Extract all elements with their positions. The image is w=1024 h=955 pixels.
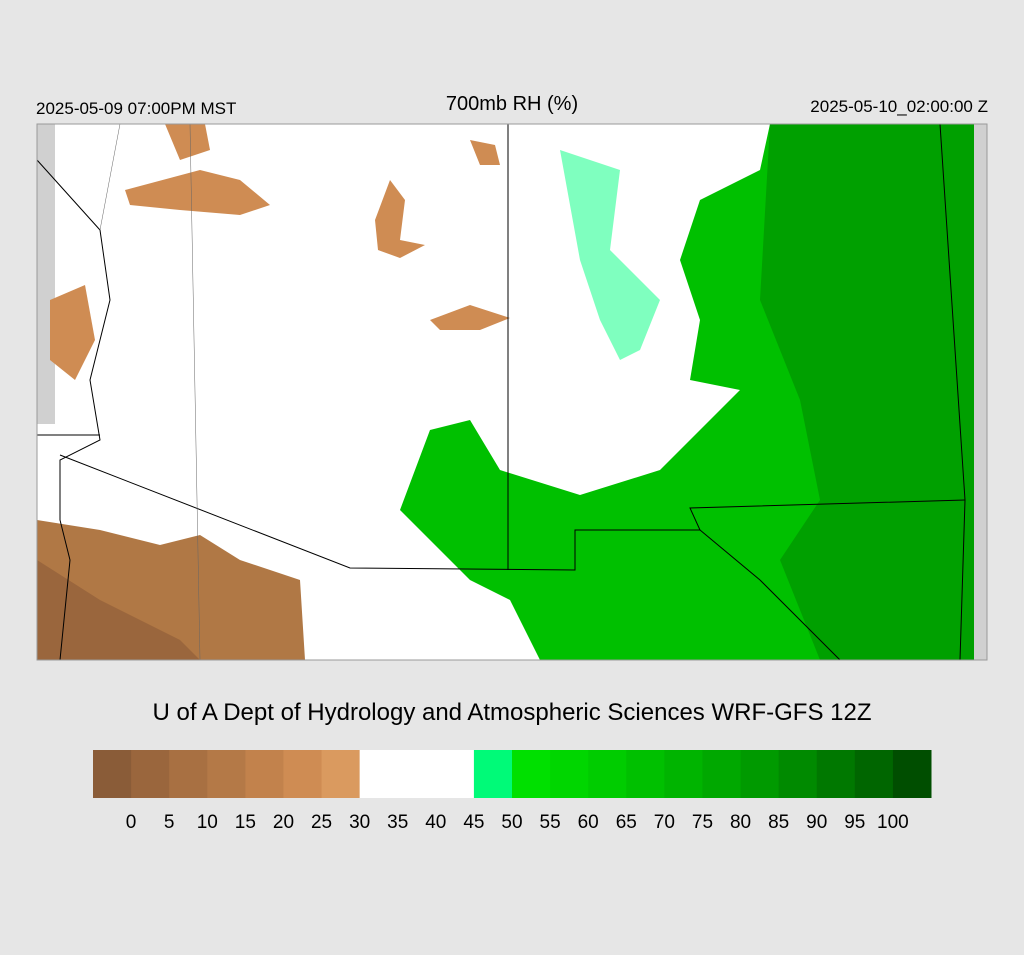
moist-core (760, 124, 974, 660)
colorbar-label: 65 (616, 812, 637, 833)
colorbar-label: 20 (273, 812, 294, 833)
colorbar-cell (245, 750, 284, 798)
colorbar-label: 5 (164, 812, 175, 833)
boundaries (36, 123, 966, 661)
dry-core (37, 560, 200, 660)
colorbar-label: 90 (806, 812, 827, 833)
colorbar-cell (892, 750, 932, 798)
colorbar-cell (854, 750, 894, 798)
colorbar-label: 0 (126, 812, 137, 833)
colorbar-label: 100 (877, 812, 909, 833)
dry-patch (50, 285, 95, 380)
colorbar-label: 45 (463, 812, 484, 833)
colorbar-label: 85 (768, 812, 789, 833)
colorbar: 0 5 10 15 20 25 30 35 40 45 50 55 60 65 70 75 80 85 90 95 10… (93, 750, 932, 833)
colorbar-cell (435, 750, 475, 798)
colorbar-label: 95 (844, 812, 865, 833)
colorbar-cell (131, 750, 170, 798)
credit: U of A Dept of Hydrology and Atmospheric… (153, 699, 872, 726)
colorbar-cell (550, 750, 589, 798)
moist-edge (560, 150, 660, 360)
colorbar-cell (664, 750, 703, 798)
colorbar-cell (283, 750, 323, 798)
colorbar-cell (207, 750, 246, 798)
colorbar-label: 75 (692, 812, 713, 833)
colorbar-cell (93, 750, 132, 798)
dry-patch (430, 305, 510, 330)
colorbar-label: 15 (235, 812, 256, 833)
colorbar-cell (626, 750, 665, 798)
border (59, 454, 966, 571)
colorbar-label: 25 (311, 812, 332, 833)
map (36, 123, 988, 661)
colorbar-label: 50 (501, 812, 522, 833)
dry-patch (165, 124, 210, 160)
colorbar-cell (473, 750, 513, 798)
map-title: 700mb RH (%) (446, 93, 578, 115)
colorbar-cell (397, 750, 437, 798)
colorbar-label: 40 (425, 812, 446, 833)
colorbar-cell (588, 750, 627, 798)
colorbar-label: 10 (197, 812, 218, 833)
map-frame (36, 123, 988, 661)
off-grid (974, 124, 987, 660)
border (699, 529, 841, 661)
colorbar-label: 35 (387, 812, 408, 833)
colorbar-cell (169, 750, 208, 798)
dry-patch (470, 140, 500, 165)
county-line (99, 123, 201, 661)
colorbar-label: 60 (578, 812, 599, 833)
colorbar-cell (702, 750, 742, 798)
valid-time-local: 2025-05-09 07:00PM MST (36, 99, 236, 118)
colorbar-cell (778, 750, 818, 798)
colorbar-label: 30 (349, 812, 370, 833)
border (939, 123, 966, 661)
valid-time-utc: 2025-05-10_02:00:00 Z (810, 97, 988, 116)
colorbar-cell (321, 750, 361, 798)
dry-patch (375, 180, 425, 258)
colorbar-label: 80 (730, 812, 751, 833)
off-grid (37, 124, 55, 424)
border (36, 159, 111, 661)
colorbar-cell (359, 750, 399, 798)
colorbar-label: 55 (540, 812, 561, 833)
colorbar-cell (740, 750, 780, 798)
colorbar-label: 70 (654, 812, 675, 833)
colorbar-cell (512, 750, 551, 798)
dry-patch (125, 170, 270, 215)
colorbar-cell (816, 750, 856, 798)
